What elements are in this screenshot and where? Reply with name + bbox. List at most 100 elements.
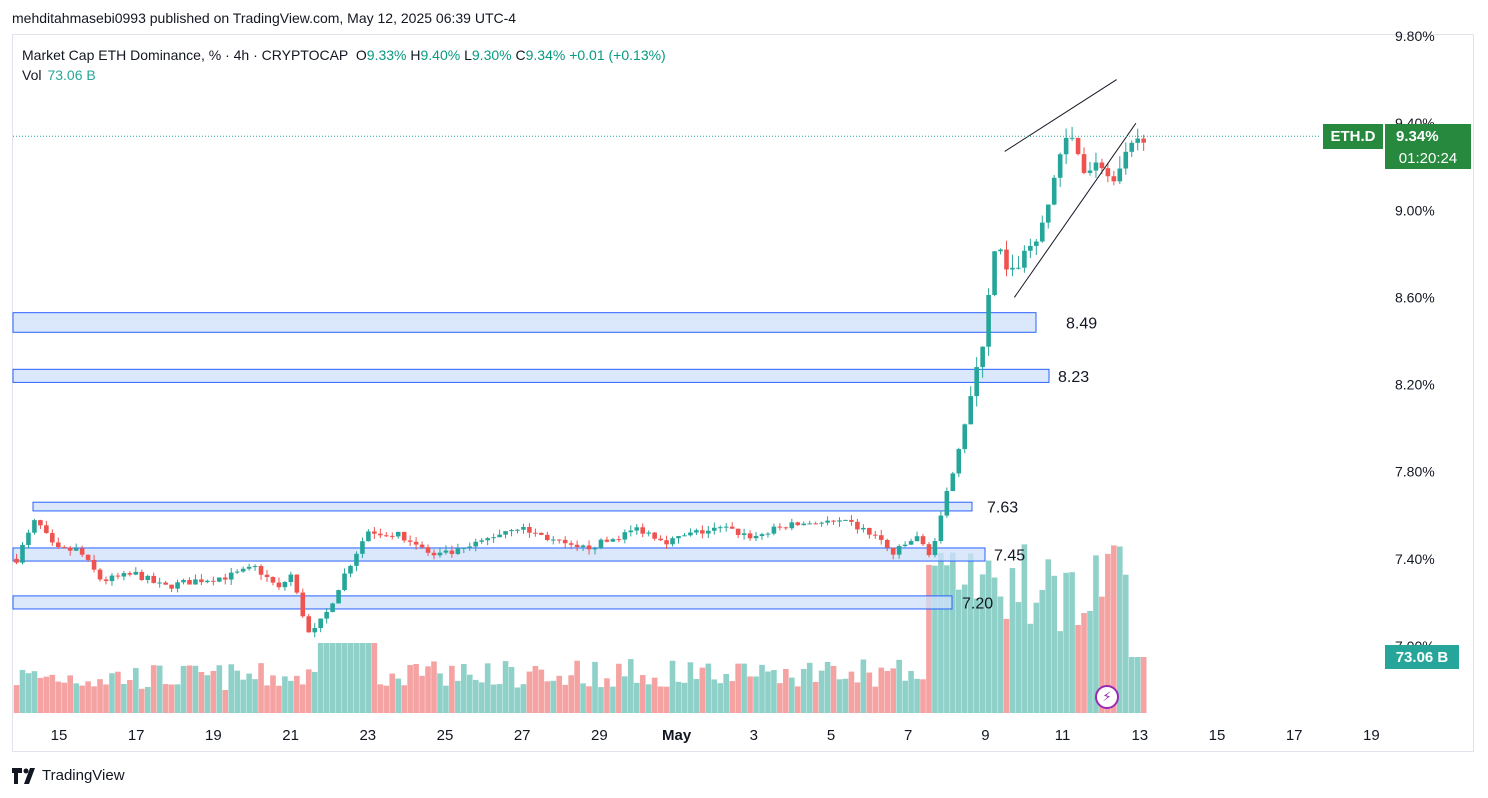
candle-body: [50, 533, 55, 543]
candle-body: [711, 527, 717, 531]
candle-body: [735, 528, 741, 535]
volume-bar: [401, 685, 407, 713]
lightning-icon[interactable]: ⚡: [1095, 685, 1119, 709]
volume-bar: [592, 661, 598, 713]
volume-bar: [627, 659, 634, 713]
candle-body: [1039, 222, 1045, 242]
candle-body: [127, 573, 133, 575]
candle-body: [568, 543, 574, 545]
candle-body: [1117, 168, 1123, 182]
volume-bar: [1021, 544, 1028, 713]
candle-body: [586, 545, 592, 550]
candle-body: [378, 533, 383, 536]
volume-bar: [168, 684, 175, 713]
volume-bar: [753, 676, 759, 713]
volume-bar: [985, 560, 992, 713]
volume-bar: [556, 675, 563, 713]
volume-bar: [508, 667, 515, 713]
candle-body: [562, 539, 568, 544]
channel-line: [1004, 79, 1117, 152]
candle-body: [533, 532, 538, 534]
candle-body: [103, 579, 109, 582]
countdown-tag: 01:20:24: [1385, 147, 1471, 169]
candle-body: [264, 574, 270, 578]
volume-bar: [186, 665, 193, 713]
volume-bar: [693, 679, 700, 713]
candle-body: [968, 396, 974, 425]
candle-body: [986, 294, 991, 347]
candle-body: [342, 573, 347, 591]
candle-body: [628, 530, 634, 533]
candle-body: [288, 574, 294, 583]
volume-bar: [532, 665, 539, 713]
volume-bar: [848, 671, 855, 713]
axes: 9.80%9.40%9.00%8.60%8.20%7.80%7.40%7.00%…: [13, 28, 1435, 744]
volume-bar: [43, 676, 50, 713]
volume-bar: [944, 565, 950, 713]
volume-bar: [800, 668, 807, 713]
volume-bar: [37, 677, 44, 713]
candle-body: [1111, 176, 1117, 182]
volume-bar: [520, 684, 527, 713]
volume-bar: [138, 688, 145, 713]
candle-body: [855, 521, 860, 530]
volume-bar: [1003, 618, 1010, 713]
volume-bar: [908, 670, 914, 713]
candle-body: [115, 575, 121, 577]
volume-bar: [812, 681, 819, 713]
volume-bar: [854, 682, 861, 713]
volume-bar: [85, 681, 91, 713]
legend-change: +0.01 (+0.13%): [569, 47, 666, 63]
chart-legend: Market Cap ETH Dominance, % · 4h · CRYPT…: [22, 45, 666, 85]
candle-body: [318, 618, 323, 629]
candle-body: [753, 535, 759, 539]
volume-bar: [991, 577, 998, 713]
candle-body: [664, 540, 669, 545]
volume-bar: [1122, 574, 1129, 713]
candle-body: [407, 540, 413, 542]
candle-body: [491, 537, 496, 539]
candle-body: [1069, 137, 1075, 139]
volume-bar: [222, 689, 229, 713]
volume-bar: [1009, 568, 1016, 713]
x-tick-label: 13: [1131, 727, 1148, 744]
candle-body: [258, 566, 264, 575]
y-tick-label: 8.20%: [1395, 377, 1435, 393]
volume-bar: [663, 686, 670, 713]
candle-body: [61, 547, 67, 549]
volume-bar: [466, 674, 473, 713]
volume-bar: [890, 668, 896, 713]
candle-body: [252, 566, 258, 568]
volume-bar: [1033, 602, 1040, 713]
candle-body: [157, 582, 162, 584]
volume-bar: [425, 666, 431, 713]
legend-symbol: Market Cap ETH Dominance, % · 4h · CRYPT…: [22, 47, 348, 63]
volume-bar: [1075, 624, 1081, 713]
level-label: 7.20: [962, 595, 993, 612]
chart-frame: [12, 34, 1474, 752]
legend-volume-label: Vol: [22, 67, 42, 83]
candle-body: [79, 548, 85, 555]
x-tick-label: 19: [205, 727, 222, 744]
ticker-tag: ETH.D: [1323, 124, 1383, 149]
candle-body: [455, 548, 461, 554]
volume-bar: [699, 667, 706, 713]
volume-bar: [1087, 610, 1093, 713]
volume-bar: [133, 668, 139, 713]
candle-body: [199, 579, 204, 583]
candle-body: [85, 554, 91, 560]
volume-bar: [747, 676, 753, 713]
volume-bar: [198, 671, 205, 713]
legend-low: 9.30%: [471, 47, 512, 63]
volume-bar: [79, 685, 85, 713]
brand-logo[interactable]: TradingView: [12, 767, 125, 784]
candle-body: [217, 577, 222, 582]
candle-body: [896, 546, 902, 555]
candle-body: [240, 568, 246, 572]
x-tick-label: 17: [128, 727, 145, 744]
rising-wedge-lines: [1004, 79, 1137, 298]
legend-open-label: O: [355, 47, 367, 63]
x-tick-label: 3: [750, 727, 758, 744]
volume-bar: [961, 584, 968, 713]
